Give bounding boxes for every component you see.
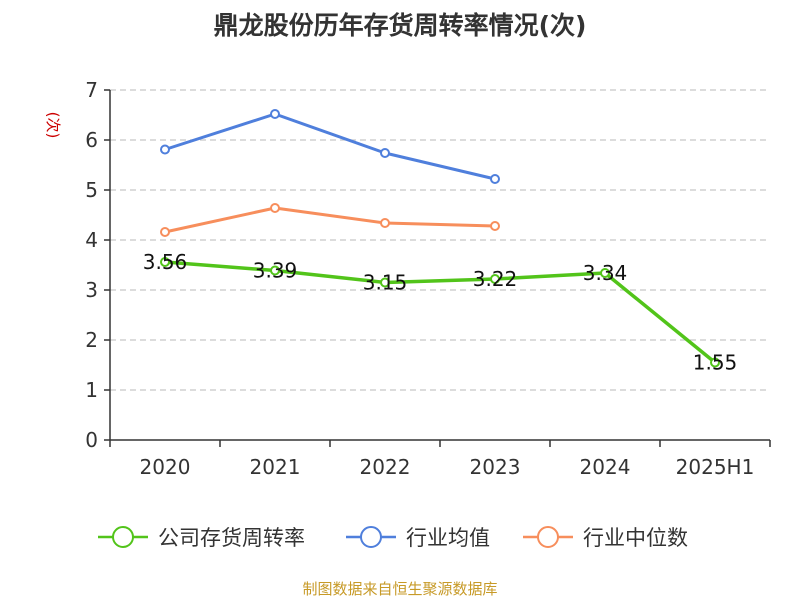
y-tick-label: 6 xyxy=(85,128,98,152)
data-point xyxy=(490,274,500,284)
legend-label: 公司存货周转率 xyxy=(158,526,305,550)
y-tick-label: 4 xyxy=(85,228,98,252)
y-tick-label: 7 xyxy=(85,78,98,102)
axis-layer: 0 1 2 3 4 5 6 7 2020 2021 2022 2023 2024 2025H1 xyxy=(85,78,771,479)
data-point xyxy=(490,221,500,231)
data-label: 3.39 xyxy=(253,259,298,283)
data-point xyxy=(270,109,280,119)
y-tick-label: 3 xyxy=(85,278,98,302)
grid-layer xyxy=(110,89,770,391)
data-label: 3.22 xyxy=(473,267,518,291)
series-line xyxy=(163,260,717,365)
data-point xyxy=(380,148,390,158)
y-axis-label: (次) xyxy=(44,112,62,139)
x-tick-label: 2020 xyxy=(140,455,191,479)
data-point xyxy=(710,357,720,368)
legend-label: 行业均值 xyxy=(406,526,490,550)
x-tick-label: 2021 xyxy=(250,455,301,479)
y-tick-label: 1 xyxy=(85,378,98,402)
series-line xyxy=(163,206,497,234)
data-point xyxy=(160,227,170,237)
legend: 公司存货周转率 行业均值 行业中位数 xyxy=(98,526,688,550)
x-tick-label: 2024 xyxy=(580,455,631,479)
data-point xyxy=(160,144,170,155)
legend-swatch-marker xyxy=(112,526,134,548)
data-label: 3.15 xyxy=(363,271,408,295)
data-point xyxy=(270,265,280,276)
data-label-layer: 3.56 3.39 3.15 3.22 3.34 1.55 xyxy=(143,250,738,375)
x-tick-label: 2025H1 xyxy=(676,455,755,479)
data-point xyxy=(270,203,280,213)
data-label: 3.34 xyxy=(583,261,628,285)
data-point xyxy=(380,218,390,228)
legend-swatch-marker xyxy=(537,526,559,548)
legend-label: 行业中位数 xyxy=(583,526,688,550)
data-point xyxy=(600,268,610,278)
source-note: 制图数据来自恒生聚源数据库 xyxy=(302,580,497,598)
y-tick-label: 5 xyxy=(85,178,98,202)
legend-swatch-marker xyxy=(360,526,382,548)
series-line xyxy=(163,112,497,181)
data-point xyxy=(380,277,390,288)
chart-title: 鼎龙股份历年存货周转率情况(次) xyxy=(214,11,587,40)
x-tick-label: 2023 xyxy=(470,455,521,479)
y-tick-label: 0 xyxy=(85,428,98,452)
y-tick-label: 2 xyxy=(85,328,98,352)
data-label: 3.56 xyxy=(143,250,188,274)
data-label: 1.55 xyxy=(693,351,738,375)
series-layer xyxy=(160,109,720,368)
data-point xyxy=(160,257,170,267)
data-point xyxy=(490,174,500,184)
x-tick-label: 2022 xyxy=(360,455,411,479)
